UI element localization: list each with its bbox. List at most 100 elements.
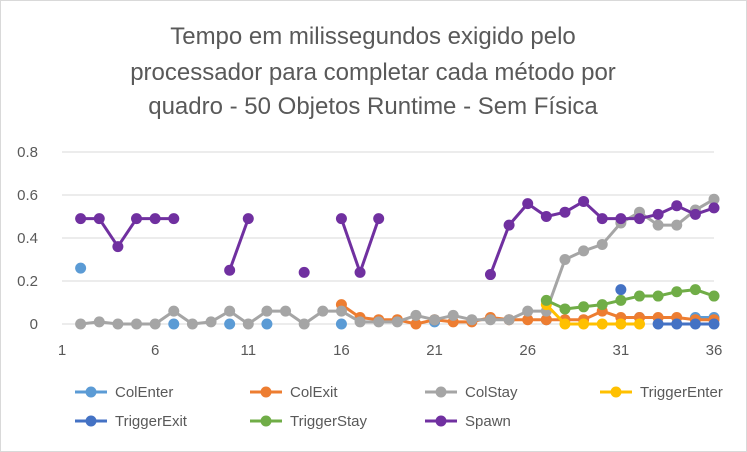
legend-marker: [85, 386, 97, 398]
data-point-triggerexit: [652, 318, 664, 330]
data-point-colstay: [484, 314, 496, 326]
data-point-colstay: [149, 318, 161, 330]
data-point-triggerstay: [615, 294, 627, 306]
x-tick-label: 31: [613, 342, 630, 359]
data-point-spawn: [373, 213, 385, 225]
data-point-colexit: [522, 314, 534, 326]
data-point-colstay: [93, 316, 105, 328]
data-point-colstay: [373, 316, 385, 328]
data-point-colstay: [298, 318, 310, 330]
data-point-colexit: [540, 314, 552, 326]
data-point-colstay: [261, 305, 273, 317]
legend-item-spawn: Spawn: [425, 413, 511, 430]
data-point-triggerstay: [708, 290, 720, 302]
chart-title-line-3: quadro - 50 Objetos Runtime - Sem Física: [148, 93, 598, 120]
data-point-colstay: [242, 318, 254, 330]
data-point-colexit: [410, 318, 422, 330]
data-point-triggerenter: [615, 318, 627, 330]
data-point-spawn: [93, 213, 105, 225]
legend-item-colexit: ColExit: [250, 384, 338, 401]
data-point-triggerstay: [689, 284, 701, 296]
data-point-spawn: [168, 213, 180, 225]
series-line-triggerstay: [545, 288, 715, 311]
data-point-colstay: [168, 305, 180, 317]
data-point-colenter: [75, 262, 87, 274]
legend-item-colenter: ColEnter: [75, 384, 173, 401]
y-tick-label: 0.4: [17, 230, 38, 247]
data-point-triggerexit: [708, 318, 720, 330]
x-tick-label: 26: [519, 342, 536, 359]
data-point-spawn: [242, 213, 254, 225]
data-point-triggerenter: [596, 318, 608, 330]
legend-marker: [610, 386, 622, 398]
data-point-triggerstay: [671, 286, 683, 298]
series-triggerstay: [540, 284, 720, 315]
x-tick-label: 36: [706, 342, 723, 359]
legend-item-triggerstay: TriggerStay: [250, 413, 367, 430]
data-point-colstay: [224, 305, 236, 317]
data-point-triggerexit: [671, 318, 683, 330]
data-point-colstay: [447, 309, 459, 321]
legend-marker: [435, 386, 447, 398]
data-point-colstay: [466, 314, 478, 326]
data-point-spawn: [652, 208, 664, 220]
data-point-spawn: [484, 269, 496, 281]
x-tick-label: 1: [58, 342, 66, 359]
data-point-triggerenter: [633, 318, 645, 330]
gridlines: [62, 151, 714, 282]
data-point-triggerstay: [652, 290, 664, 302]
data-point-triggerenter: [578, 318, 590, 330]
data-point-colstay: [410, 309, 422, 321]
data-point-spawn: [596, 213, 608, 225]
x-tick-label: 11: [240, 342, 256, 359]
series-triggerexit: [615, 284, 720, 330]
legend-marker: [435, 415, 447, 427]
data-point-spawn: [578, 195, 590, 207]
data-point-spawn: [112, 241, 124, 253]
data-point-triggerexit: [615, 284, 627, 296]
data-point-colstay: [652, 219, 664, 231]
data-point-colstay: [391, 316, 403, 328]
y-tick-label: 0.6: [17, 187, 38, 204]
data-point-triggerenter: [559, 318, 571, 330]
data-point-triggerexit: [689, 318, 701, 330]
axes: 00.20.40.60.81 6 11 16 21 26 31 36: [17, 144, 722, 359]
data-point-spawn: [708, 202, 720, 214]
legend-label: TriggerStay: [290, 413, 367, 430]
data-point-spawn: [335, 213, 347, 225]
legend-label: ColStay: [465, 384, 518, 401]
legend-item-colstay: ColStay: [425, 384, 518, 401]
data-point-colstay: [186, 318, 198, 330]
data-point-spawn: [522, 198, 534, 210]
data-point-triggerstay: [578, 301, 590, 313]
data-point-colstay: [354, 316, 366, 328]
data-point-spawn: [224, 264, 236, 276]
chart-title-line-1: Tempo em milissegundos exigido pelo: [170, 23, 576, 50]
data-point-triggerstay: [596, 299, 608, 311]
data-point-triggerstay: [633, 290, 645, 302]
data-point-colstay: [671, 219, 683, 231]
data-point-spawn: [559, 206, 571, 218]
data-point-spawn: [615, 213, 627, 225]
y-tick-label: 0: [30, 316, 38, 333]
data-point-colstay: [429, 314, 441, 326]
legend-marker: [260, 415, 272, 427]
data-point-colenter: [224, 318, 236, 330]
data-point-colstay: [335, 305, 347, 317]
data-point-spawn: [149, 213, 161, 225]
legend-label: ColEnter: [115, 384, 173, 401]
legend: ColEnter ColExit ColStay TriggerEnter Trigge…: [75, 384, 723, 430]
legend-label: TriggerEnter: [640, 384, 723, 401]
legend-marker: [260, 386, 272, 398]
data-point-colenter: [261, 318, 273, 330]
series-layer: [75, 193, 720, 330]
data-point-colstay: [205, 316, 217, 328]
data-point-colstay: [559, 254, 571, 265]
data-point-colstay: [112, 318, 124, 330]
data-point-spawn: [131, 213, 143, 225]
data-point-colstay: [522, 305, 534, 317]
legend-label: ColExit: [290, 384, 338, 401]
data-point-spawn: [671, 200, 683, 212]
